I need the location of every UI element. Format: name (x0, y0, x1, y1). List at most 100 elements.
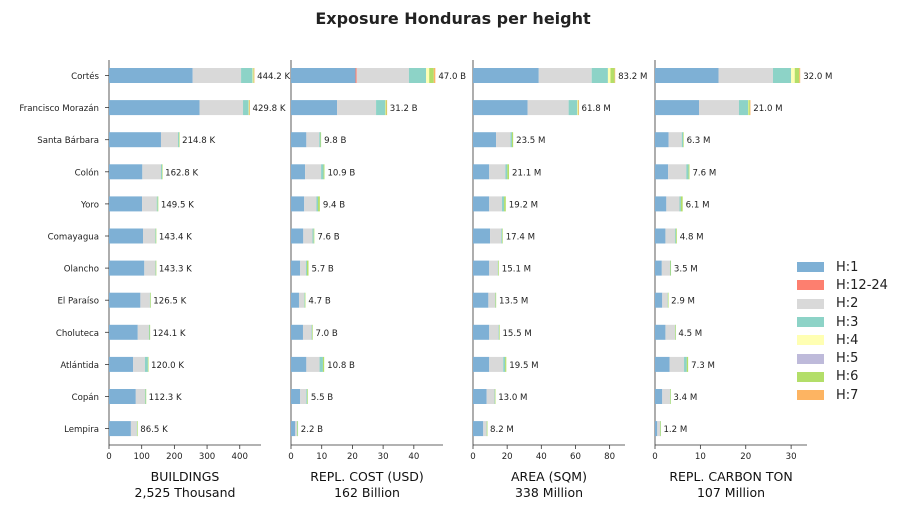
bar-segment (311, 324, 313, 340)
bar-value-label: 124.1 K (153, 329, 186, 339)
legend-swatch (797, 298, 824, 309)
bar-value-label: 429.8 K (252, 104, 285, 114)
bar-segment (489, 196, 503, 212)
x-tick-label: 30 (786, 452, 797, 462)
x-tick-label: 30 (378, 452, 389, 462)
bar-value-label: 4.7 B (308, 297, 330, 307)
bar-segment (148, 324, 150, 340)
bar-segment (666, 196, 680, 212)
bar-segment (304, 292, 305, 308)
bar-segment (684, 356, 687, 372)
x-tick-label: 20 (740, 452, 751, 462)
bar-segment (142, 196, 157, 212)
bar-segment (655, 260, 662, 276)
bar-value-label: 21.0 M (753, 104, 782, 114)
bar-segment (157, 196, 159, 212)
bar-value-label: 112.3 K (149, 393, 182, 403)
bar-segment (243, 100, 249, 116)
bar-segment (662, 292, 668, 308)
bar-segment (699, 100, 739, 116)
bar-segment (252, 68, 254, 83)
bar-segment (291, 324, 303, 340)
bar-segment (489, 356, 504, 372)
bar-segment (155, 260, 157, 276)
bar-segment (495, 292, 496, 308)
bar-segment (494, 389, 496, 404)
bar-segment (321, 164, 324, 180)
bar-segment (291, 356, 307, 372)
bar-segment (799, 68, 801, 83)
category-label: Comayagua (48, 233, 99, 243)
category-label: Copán (72, 393, 99, 403)
bar-value-label: 3.5 M (674, 265, 698, 275)
x-tick-label: 40 (408, 452, 419, 462)
bar-segment (291, 132, 307, 148)
x-tick-label: 60 (570, 452, 581, 462)
bar-segment (657, 421, 660, 437)
bar-segment (665, 228, 675, 244)
bar-segment (337, 100, 377, 116)
bar-segment (136, 421, 138, 437)
bar-value-label: 2.2 B (301, 425, 323, 435)
x-tick-label: 0 (106, 452, 111, 462)
bar-segment (302, 324, 312, 340)
bar-segment (291, 68, 356, 83)
bar-value-label: 162.8 K (165, 168, 198, 178)
bar-segment (144, 356, 148, 372)
bar-segment (297, 421, 298, 437)
bar-segment (488, 292, 496, 308)
bar-value-label: 8.2 M (490, 425, 514, 435)
bar-segment (718, 68, 773, 83)
bar-value-label: 2.9 M (671, 297, 695, 307)
bar-value-label: 23.5 M (516, 136, 545, 146)
bar-segment (312, 228, 314, 244)
bar-segment (318, 196, 320, 212)
bar-segment (591, 68, 608, 83)
bar-segment (305, 164, 322, 180)
bar-segment (160, 132, 178, 148)
bar-value-label: 7.0 B (315, 329, 337, 339)
bar-value-label: 47.0 B (438, 72, 466, 82)
bar-value-label: 143.3 K (159, 265, 192, 275)
bar-segment (109, 260, 145, 276)
legend-item: H:7 (797, 386, 888, 404)
bar-segment (527, 100, 569, 116)
bar-segment (501, 228, 503, 244)
bar-segment (489, 260, 498, 276)
bar-segment (473, 421, 484, 437)
bar-value-label: 6.1 M (686, 200, 710, 210)
x-axis-label: BUILDINGS (151, 469, 220, 484)
legend-item: H:5 (797, 349, 888, 367)
bar-segment (155, 228, 156, 244)
bar-segment (307, 389, 308, 404)
bar-segment (683, 132, 684, 148)
category-label: Cortés (71, 71, 99, 82)
bar-segment (323, 164, 325, 180)
bar-segment (140, 292, 150, 308)
bar-segment (433, 68, 436, 83)
bar-segment (489, 324, 499, 340)
bar-segment (149, 324, 151, 340)
x-tick-label: 0 (288, 452, 293, 462)
bar-value-label: 214.8 K (182, 136, 215, 146)
bar-segment (253, 68, 255, 83)
bar-segment (304, 196, 317, 212)
bar-segment (505, 356, 507, 372)
x-axis-sublabel: 107 Million (697, 485, 765, 500)
bar-segment (577, 100, 579, 116)
bar-segment (655, 196, 667, 212)
legend: H:1 H:12-24 H:2 H:3 H:4 H:5 H:6 H:7 (797, 258, 888, 404)
bar-segment (502, 228, 503, 244)
bar-segment (109, 292, 141, 308)
bar-value-label: 21.1 M (512, 168, 541, 178)
bar-value-label: 7.3 M (691, 361, 715, 371)
bar-segment (306, 356, 320, 372)
bar-segment (680, 196, 683, 212)
bar-segment (161, 164, 163, 180)
legend-item: H:12-24 (797, 276, 888, 294)
bar-segment (772, 68, 792, 83)
legend-label: H:4 (836, 332, 859, 348)
bar-segment (568, 100, 578, 116)
bar-segment (688, 164, 690, 180)
